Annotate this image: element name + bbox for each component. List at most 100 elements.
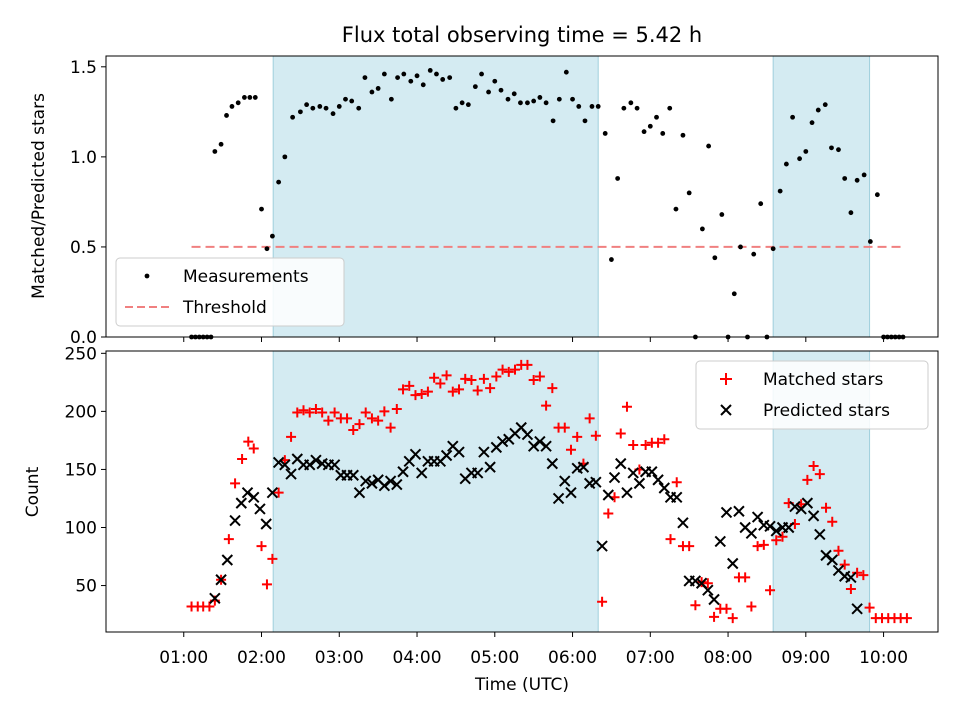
x-axis-tick-labels: 01:00 02:00 03:00 04:00 05:00 06:00 07:00 08:00… — [159, 648, 908, 668]
matched-stars-point-90 — [746, 601, 757, 612]
matched-stars-point-26 — [348, 424, 359, 435]
measurements-point-11 — [242, 95, 247, 100]
measurements-point-23 — [317, 104, 323, 109]
matched-stars-point-103 — [827, 516, 838, 527]
measurements-point-94 — [777, 188, 783, 194]
measurements-point-31 — [369, 89, 375, 95]
legend-predicted-marker — [720, 404, 732, 416]
matched-stars-point-19 — [304, 407, 315, 418]
measurements-point-84 — [712, 255, 718, 261]
measurements-point-71 — [628, 100, 634, 106]
predicted-stars-point-86 — [745, 527, 758, 540]
measurements-point-21 — [304, 102, 310, 108]
predicted-stars-point-27 — [378, 479, 391, 492]
predicted-stars-point-77 — [689, 575, 702, 587]
measurements-point-67 — [602, 131, 608, 136]
predicted-stars-point-43 — [478, 446, 490, 458]
measurements-point-45 — [459, 100, 465, 106]
matched-stars-point-11 — [256, 541, 267, 552]
predicted-stars-point-99 — [826, 554, 838, 566]
matched-stars-point-115 — [901, 613, 912, 624]
ratio-panel: 0.0 0.5 1.0 1.5 Matched/Predicted stars Mea… — [29, 55, 939, 348]
x-tick-label-0: 01:00 — [159, 648, 208, 668]
predicted-stars-point-39 — [453, 446, 465, 458]
measurements-point-95 — [783, 161, 789, 167]
predicted-stars-point-57 — [565, 486, 577, 499]
matched-stars-point-56 — [534, 371, 545, 382]
matched-stars-point-47 — [478, 373, 489, 384]
measurements-point-28 — [349, 98, 355, 104]
measurements-point-14 — [259, 206, 264, 212]
matched-stars-point-67 — [603, 508, 614, 519]
predicted-stars-point-82 — [720, 506, 733, 519]
count-panel: 50 100 150 200 250 Count Matched stars Predi… — [23, 344, 939, 637]
predicted-stars-point-71 — [652, 474, 664, 486]
matched-stars-point-83 — [702, 578, 713, 589]
measurements-point-42 — [440, 77, 446, 82]
measurements-point-29 — [356, 105, 362, 111]
predicted-stars-point-54 — [546, 457, 559, 470]
measurements-point-104 — [842, 176, 848, 181]
matched-stars-point-37 — [416, 388, 427, 399]
measurements-point-17 — [276, 179, 282, 185]
measurements-point-37 — [408, 78, 414, 84]
measurements-point-100 — [815, 107, 821, 113]
predicted-stars-point-9 — [266, 486, 279, 499]
measurements-point-49 — [486, 89, 491, 95]
matched-stars-point-29 — [366, 413, 377, 424]
matched-stars-point-45 — [466, 375, 477, 386]
measurements-point-69 — [615, 176, 621, 181]
measurements-point-15 — [264, 246, 270, 252]
measurements-point-79 — [680, 132, 686, 138]
measurements-point-56 — [531, 98, 537, 104]
predicted-stars-point-15 — [304, 459, 316, 471]
matched-stars-point-93 — [765, 585, 776, 596]
matched-stars-point-35 — [404, 380, 415, 391]
predicted-stars-point-67 — [627, 467, 639, 479]
predicted-stars-point-5 — [241, 486, 254, 499]
matched-stars-point-42 — [447, 386, 458, 397]
matched-stars-point-106 — [845, 584, 856, 595]
x-tick-label-8: 09:00 — [781, 648, 830, 668]
legend-measurements-marker — [144, 273, 150, 279]
measurements-point-64 — [582, 118, 588, 124]
x-tick-label-2: 03:00 — [315, 648, 364, 668]
predicted-stars-point-25 — [366, 477, 378, 490]
matched-stars-point-77 — [665, 534, 676, 545]
matched-stars-point-38 — [422, 386, 433, 397]
legend-matched-label: Matched stars — [763, 370, 883, 390]
measurements-point-73 — [641, 129, 647, 135]
predicted-stars-point-75 — [677, 517, 689, 529]
count-y-tick-label-3: 200 — [65, 402, 97, 422]
matched-stars-point-18 — [298, 405, 309, 416]
predicted-stars-point-50 — [521, 428, 534, 441]
count-y-tick-label-2: 150 — [65, 460, 97, 480]
predicted-stars-point-24 — [360, 475, 372, 487]
matched-stars-point-9 — [243, 436, 254, 447]
predicted-stars-point-4 — [235, 497, 248, 509]
measurements-point-25 — [330, 111, 336, 117]
x-tick-label-5: 06:00 — [548, 648, 597, 668]
predicted-stars-point-103 — [851, 603, 863, 615]
matched-stars-point-33 — [391, 404, 402, 415]
measurements-point-59 — [550, 118, 556, 124]
predicted-stars-point-59 — [577, 461, 590, 473]
measurements-point-24 — [323, 105, 329, 111]
measurements-point-41 — [434, 71, 439, 77]
matched-stars-point-62 — [572, 431, 583, 442]
matched-stars-point-6 — [223, 534, 234, 545]
predicted-stars-point-30 — [397, 466, 409, 478]
measurements-point-62 — [570, 96, 575, 102]
matched-stars-point-81 — [690, 600, 701, 611]
measurements-point-34 — [388, 96, 394, 102]
matched-stars-point-61 — [565, 444, 576, 455]
predicted-stars-point-63 — [602, 489, 615, 501]
measurements-point-109 — [874, 192, 880, 198]
measurements-point-98 — [803, 149, 809, 154]
measurements-point-99 — [809, 120, 815, 126]
ratio-legend: Measurements Threshold — [115, 257, 345, 327]
matched-stars-point-76 — [659, 434, 670, 445]
measurements-point-19 — [290, 114, 296, 120]
measurements-point-51 — [498, 87, 504, 93]
